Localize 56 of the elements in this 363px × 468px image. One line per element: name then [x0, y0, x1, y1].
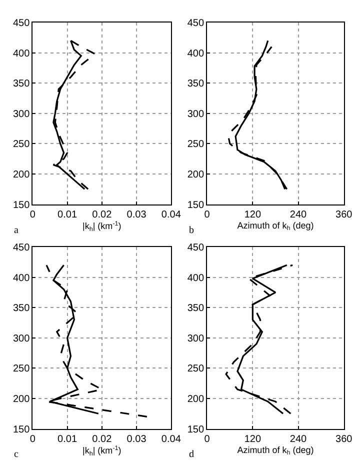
y-tick-label: 250 [187, 364, 205, 375]
y-tick-label: 350 [12, 78, 30, 90]
y-tick-label: 300 [12, 333, 30, 344]
x-tick-label: 0.04 [161, 209, 182, 220]
y-tick-label: 300 [187, 108, 205, 120]
y-tick-label: 250 [187, 139, 205, 150]
x-tick-label: 0 [30, 434, 36, 445]
y-tick-label: 450 [187, 18, 205, 29]
y-tick-label: 250 [12, 139, 30, 150]
y-tick-label: 350 [187, 303, 205, 314]
x-axis-title: Azimuth of k$_{h}$ (deg) [237, 444, 314, 457]
y-tick-label: 150 [187, 424, 205, 436]
y-tick-label: 450 [187, 242, 205, 254]
text: c [14, 449, 19, 460]
text: b [189, 225, 194, 236]
y-tick-label: 200 [12, 170, 30, 181]
x-tick-label: 0 [204, 209, 210, 220]
x-tick-label: 240 [290, 209, 308, 220]
y-tick-label: 400 [12, 48, 30, 60]
x-tick-label: 360 [336, 434, 353, 445]
y-tick-label: 300 [12, 108, 30, 120]
text: a [14, 225, 19, 236]
x-tick-label: 0.02 [92, 434, 112, 445]
y-tick-label: 450 [12, 242, 30, 254]
y-tick-label: 400 [187, 272, 205, 284]
x-tick-label: 120 [244, 209, 262, 220]
x-tick-label: 240 [290, 434, 308, 445]
y-tick-label: 300 [187, 333, 205, 344]
y-tick-label: 200 [187, 170, 205, 181]
x-tick-label: 0.04 [161, 434, 182, 445]
x-tick-label: 0.02 [92, 209, 112, 220]
y-tick-label: 150 [187, 200, 205, 211]
y-tick-label: 400 [12, 272, 30, 284]
x-tick-label: 0.01 [58, 209, 78, 220]
y-tick-label: 250 [12, 364, 30, 375]
x-tick-label: 0.03 [126, 209, 147, 220]
x-tick-label: 0.01 [58, 434, 78, 445]
y-tick-label: 350 [187, 78, 205, 90]
x-axis-title: |k$_{h}$| (km$^{-1}$) [82, 220, 122, 233]
x-axis-title: |k$_{h}$| (km$^{-1}$) [82, 444, 122, 458]
y-tick-label: 150 [12, 424, 30, 436]
y-tick-label: 450 [12, 18, 30, 29]
x-tick-label: 0.03 [126, 434, 147, 445]
y-tick-label: 400 [187, 48, 205, 60]
x-tick-label: 120 [244, 434, 262, 445]
x-tick-label: 360 [336, 209, 353, 220]
y-tick-label: 200 [12, 394, 30, 406]
y-tick-label: 150 [12, 200, 30, 211]
text: d [189, 449, 194, 460]
y-tick-label: 200 [187, 394, 205, 406]
x-tick-label: 0 [30, 209, 36, 220]
x-tick-label: 0 [204, 434, 210, 445]
line-series [46, 264, 148, 418]
y-tick-label: 350 [12, 303, 30, 314]
x-axis-title: Azimuth of k$_{h}$ (deg) [237, 220, 314, 232]
line-series [225, 264, 294, 414]
